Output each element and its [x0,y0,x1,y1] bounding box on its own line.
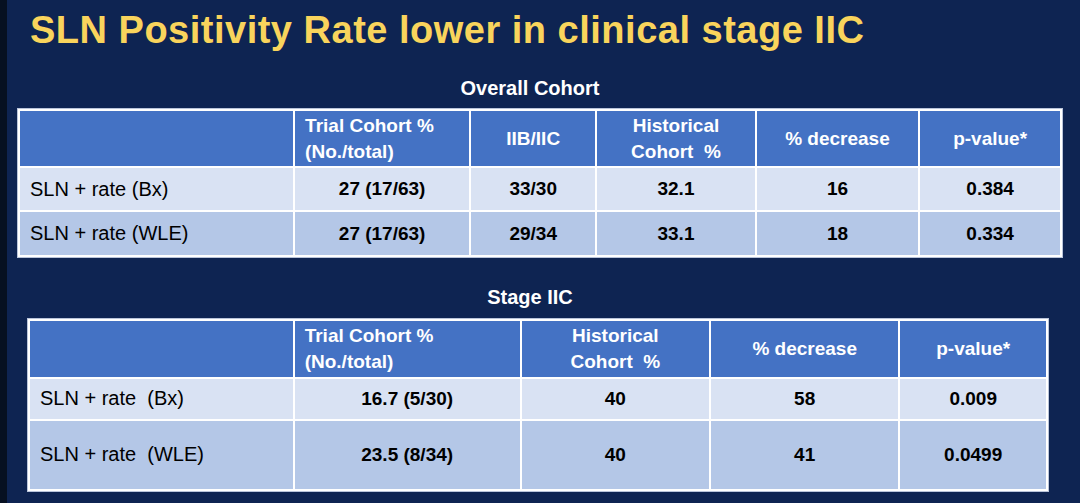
header-cell: % decrease [756,110,920,167]
value-cell: 27 (17/63) [294,211,470,256]
row-label-cell: SLN + rate (WLE) [19,211,294,256]
value-cell: 0.009 [899,378,1047,420]
table-row: SLN + rate (Bx)16.7 (5/30)40580.009 [29,378,1047,420]
header-cell: IIB/IIC [470,110,596,167]
header-row: Trial Cohort % (No./total)Historical Coh… [29,320,1047,377]
value-cell: 40 [521,420,710,490]
value-cell: 0.384 [919,167,1061,211]
value-cell: 29/34 [470,211,596,256]
value-cell: 41 [710,420,899,490]
value-cell: 33/30 [470,167,596,211]
value-cell: 33.1 [596,211,755,256]
table-caption-overall-cohort: Overall Cohort [0,77,1060,100]
header-cell: % decrease [710,320,899,377]
header-cell: Historical Cohort % [521,320,710,377]
table-row: SLN + rate (WLE)27 (17/63)29/3433.1180.3… [19,211,1061,256]
header-cell: Trial Cohort % (No./total) [294,110,470,167]
value-cell: 58 [710,378,899,420]
overall-cohort-section: Overall Cohort Trial Cohort % (No./total… [0,77,1080,257]
row-label-cell: SLN + rate (Bx) [29,378,294,420]
slide-left-edge-strip [0,0,7,503]
value-cell: 27 (17/63) [294,167,470,211]
slide-title: SLN Positivity Rate lower in clinical st… [0,0,1080,52]
header-cell: p-value* [919,110,1061,167]
value-cell: 0.0499 [899,420,1047,490]
table-row: SLN + rate (WLE)23.5 (8/34)40410.0499 [29,420,1047,490]
value-cell: 23.5 (8/34) [294,420,521,490]
row-label-cell: SLN + rate (Bx) [19,167,294,211]
value-cell: 16 [756,167,920,211]
corner-header-cell [19,110,294,167]
value-cell: 16.7 (5/30) [294,378,521,420]
stage-iic-section: Stage IIC Trial Cohort % (No./total)Hist… [0,286,1080,490]
stage-iic-table: Trial Cohort % (No./total)Historical Coh… [28,319,1048,490]
row-label-cell: SLN + rate (WLE) [29,420,294,490]
value-cell: 32.1 [596,167,755,211]
value-cell: 40 [521,378,710,420]
table-caption-stage-iic: Stage IIC [0,286,1060,309]
header-cell: p-value* [899,320,1047,377]
corner-header-cell [29,320,294,377]
value-cell: 0.334 [919,211,1061,256]
value-cell: 18 [756,211,920,256]
header-row: Trial Cohort % (No./total)IIB/IICHistori… [19,110,1061,167]
header-cell: Historical Cohort % [596,110,755,167]
header-cell: Trial Cohort % (No./total) [294,320,521,377]
table-row: SLN + rate (Bx)27 (17/63)33/3032.1160.38… [19,167,1061,211]
overall-cohort-table: Trial Cohort % (No./total)IIB/IICHistori… [18,109,1062,257]
